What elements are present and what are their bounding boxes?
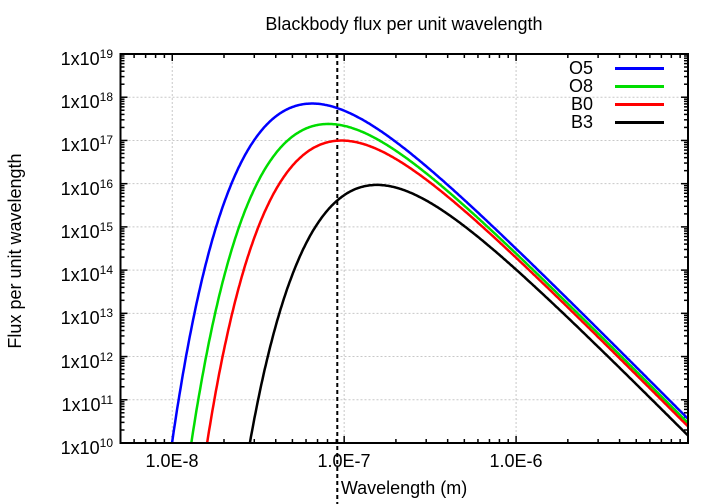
chart-title: Blackbody flux per unit wavelength <box>265 14 543 34</box>
legend-line-sample <box>615 102 664 106</box>
legend-line-sample <box>615 120 664 124</box>
legend-entry-B3: B3 <box>559 111 664 132</box>
y-tick-label: 1x1017 <box>60 133 113 155</box>
legend-entry-B0: B0 <box>559 93 664 114</box>
legend-line-sample <box>615 84 664 88</box>
legend-label: O5 <box>568 57 593 78</box>
y-tick-label: 1x1014 <box>60 263 113 285</box>
plot-border <box>119 53 689 444</box>
x-axis-title: Wavelength (m) <box>340 478 468 498</box>
legend-label: O8 <box>568 75 593 96</box>
x-tick-label: 1.0E-6 <box>489 451 543 471</box>
y-tick-label: 1x1015 <box>60 220 113 242</box>
series-curve-B3 <box>248 183 688 443</box>
y-tick-label: 1x1019 <box>60 47 113 69</box>
series-curve-O8 <box>190 122 688 443</box>
legend-line-sample <box>615 66 664 70</box>
y-tick-label: 1x1018 <box>60 90 113 112</box>
x-tick-label: 1.0E-8 <box>145 451 199 471</box>
y-tick-label: 1x1013 <box>60 306 113 328</box>
y-tick-label: 1x1011 <box>61 393 113 415</box>
series-curve-B0 <box>205 139 688 443</box>
legend: O5 O8 B0 B3 <box>559 57 664 132</box>
legend-entry-O5: O5 <box>559 57 664 78</box>
legend-label: B3 <box>570 111 593 132</box>
y-tick-label: 1x1012 <box>60 350 113 372</box>
y-tick-label: 1x1010 <box>60 436 113 458</box>
legend-label: B0 <box>570 93 593 114</box>
x-tick-label: 1.0E-7 <box>317 451 371 471</box>
series-curve-O5 <box>170 102 688 443</box>
y-tick-label: 1x1016 <box>60 177 113 199</box>
legend-entry-O8: O8 <box>559 75 664 96</box>
